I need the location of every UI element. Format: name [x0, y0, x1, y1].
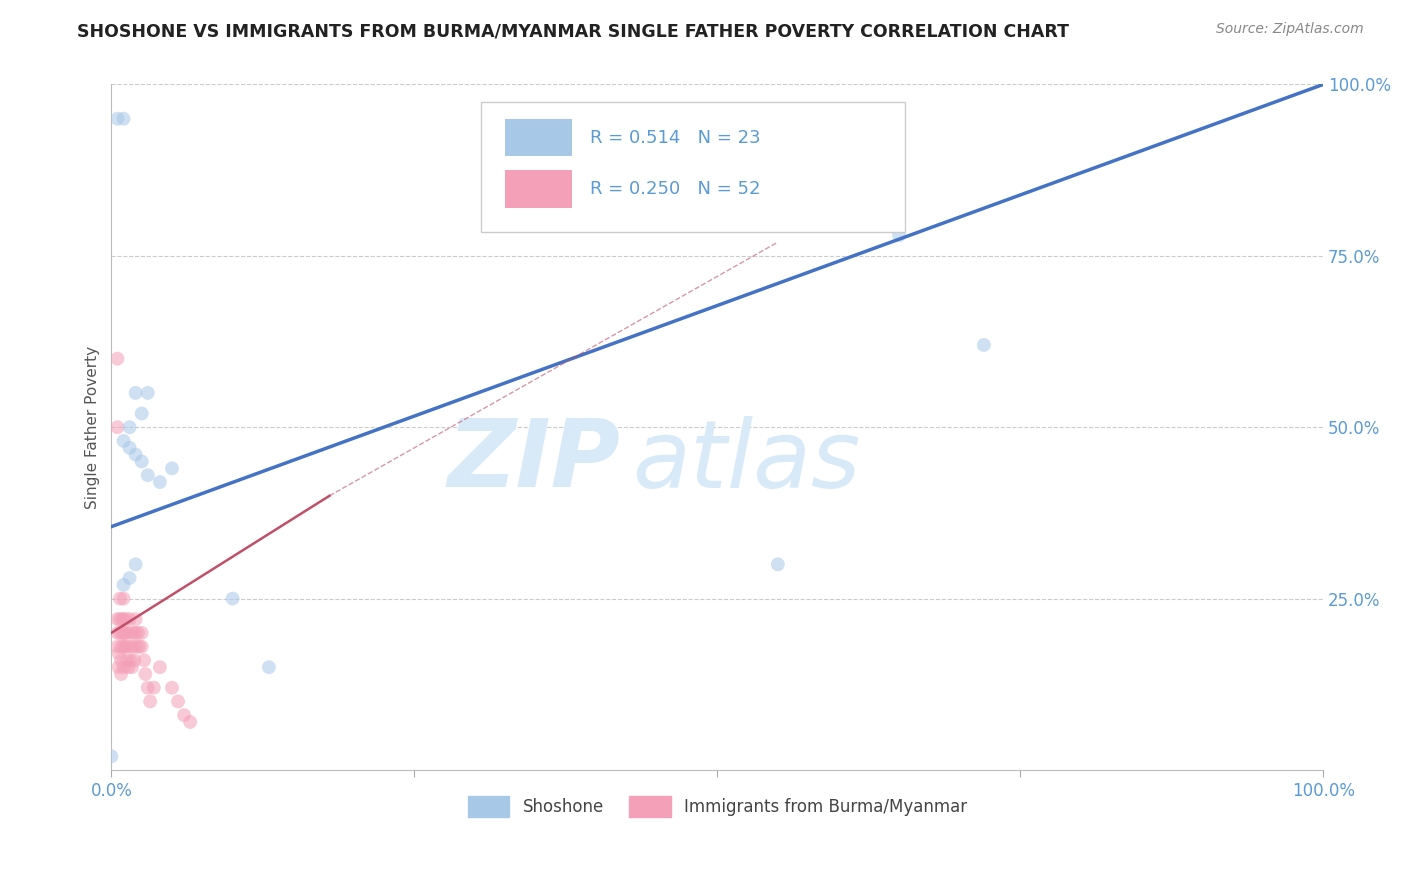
- Point: [131, 626, 153, 640]
- Point: [149, 660, 172, 674]
- Point: [128, 640, 150, 654]
- Point: [111, 626, 134, 640]
- Point: [142, 681, 165, 695]
- Point: [122, 640, 145, 654]
- Point: [160, 461, 183, 475]
- Point: [118, 420, 141, 434]
- Point: [124, 558, 146, 572]
- FancyBboxPatch shape: [505, 170, 572, 208]
- Point: [111, 612, 134, 626]
- Point: [108, 626, 131, 640]
- Point: [112, 640, 135, 654]
- Point: [131, 640, 153, 654]
- Point: [124, 612, 146, 626]
- Point: [115, 640, 138, 654]
- Point: [112, 591, 135, 606]
- Point: [112, 612, 135, 626]
- Point: [124, 626, 146, 640]
- Point: [115, 626, 138, 640]
- Point: [136, 681, 159, 695]
- Point: [134, 667, 156, 681]
- Point: [136, 386, 159, 401]
- Point: [167, 694, 190, 708]
- Point: [120, 640, 142, 654]
- Point: [110, 667, 132, 681]
- Point: [118, 571, 141, 585]
- Point: [131, 407, 153, 421]
- Point: [766, 558, 789, 572]
- Point: [114, 626, 136, 640]
- Point: [110, 640, 132, 654]
- Text: atlas: atlas: [633, 416, 860, 507]
- Point: [108, 612, 131, 626]
- Text: SHOSHONE VS IMMIGRANTS FROM BURMA/MYANMAR SINGLE FATHER POVERTY CORRELATION CHAR: SHOSHONE VS IMMIGRANTS FROM BURMA/MYANMA…: [77, 22, 1070, 40]
- Point: [107, 612, 129, 626]
- FancyBboxPatch shape: [505, 119, 572, 156]
- Point: [124, 653, 146, 667]
- Point: [173, 708, 195, 723]
- Point: [107, 626, 129, 640]
- Point: [121, 660, 143, 674]
- Point: [108, 591, 131, 606]
- FancyBboxPatch shape: [481, 102, 905, 232]
- Point: [149, 475, 172, 489]
- Point: [112, 626, 135, 640]
- Point: [112, 112, 135, 126]
- Point: [118, 626, 141, 640]
- Text: Source: ZipAtlas.com: Source: ZipAtlas.com: [1216, 22, 1364, 37]
- Point: [112, 578, 135, 592]
- Point: [221, 591, 243, 606]
- Point: [127, 626, 149, 640]
- Point: [124, 386, 146, 401]
- Point: [257, 660, 280, 674]
- Point: [122, 626, 145, 640]
- Point: [114, 640, 136, 654]
- Point: [107, 351, 129, 366]
- Point: [115, 612, 138, 626]
- Point: [179, 714, 201, 729]
- Point: [136, 468, 159, 483]
- Text: R = 0.250   N = 52: R = 0.250 N = 52: [591, 180, 761, 198]
- Text: ZIP: ZIP: [447, 416, 620, 508]
- Point: [887, 228, 910, 243]
- Point: [118, 612, 141, 626]
- Point: [139, 694, 162, 708]
- Point: [131, 454, 153, 468]
- Y-axis label: Single Father Poverty: Single Father Poverty: [86, 346, 100, 508]
- Point: [134, 653, 156, 667]
- Legend: Shoshone, Immigrants from Burma/Myanmar: Shoshone, Immigrants from Burma/Myanmar: [461, 789, 973, 823]
- Point: [107, 420, 129, 434]
- Point: [110, 653, 132, 667]
- Text: R = 0.514   N = 23: R = 0.514 N = 23: [591, 129, 761, 147]
- Point: [160, 681, 183, 695]
- Point: [120, 653, 142, 667]
- Point: [118, 441, 141, 455]
- Point: [107, 660, 129, 674]
- Point: [112, 434, 135, 448]
- Point: [100, 749, 122, 764]
- Point: [124, 448, 146, 462]
- Point: [827, 180, 849, 194]
- Point: [117, 660, 139, 674]
- Point: [112, 660, 135, 674]
- Point: [107, 647, 129, 661]
- Point: [125, 640, 148, 654]
- Point: [115, 653, 138, 667]
- Point: [107, 112, 129, 126]
- Point: [107, 640, 129, 654]
- Point: [973, 338, 995, 352]
